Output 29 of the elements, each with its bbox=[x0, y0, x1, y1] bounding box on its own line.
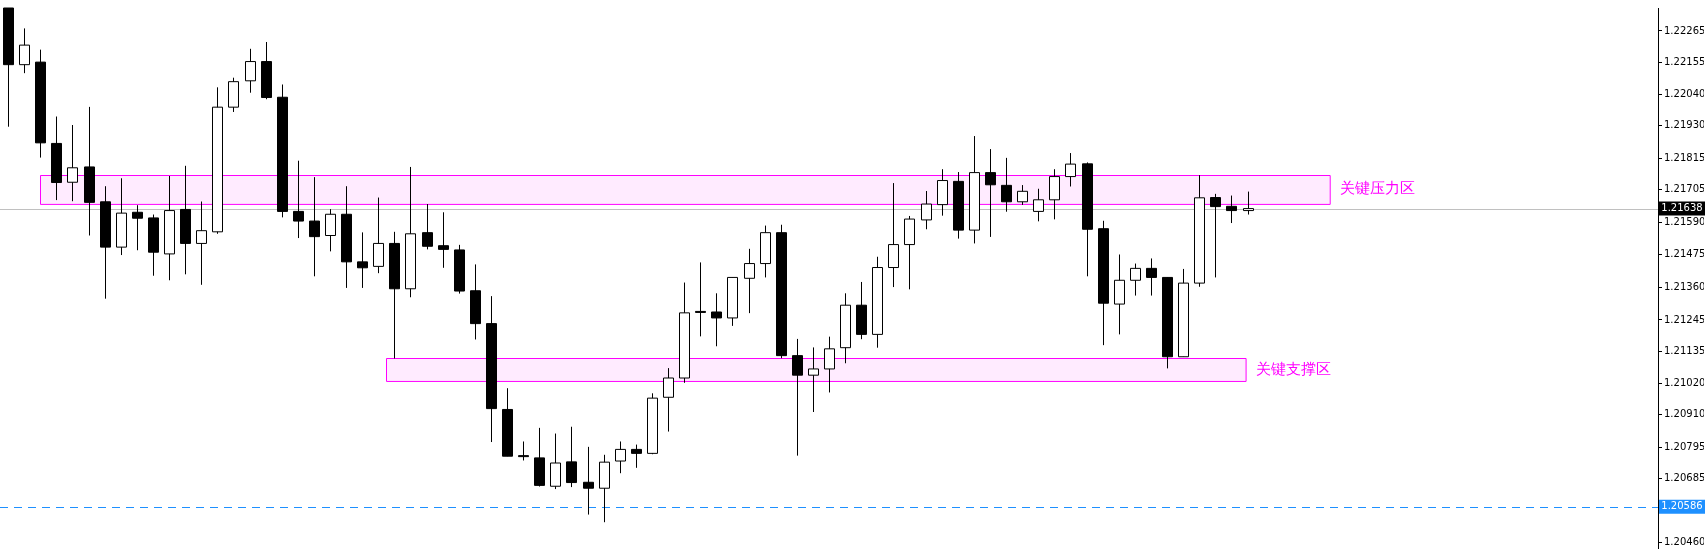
y-tick-label: 1.20910 bbox=[1664, 408, 1706, 420]
y-tick-label: 1.21815 bbox=[1664, 152, 1706, 164]
y-tick-label: 1.21705 bbox=[1664, 183, 1706, 195]
ref-line-label: 1.21638 bbox=[1661, 202, 1703, 214]
band-label: 关键压力区 bbox=[1339, 179, 1415, 198]
y-tick-label: 1.21135 bbox=[1664, 344, 1706, 356]
y-tick-label: 1.22265 bbox=[1664, 24, 1706, 36]
y-tick-label: 1.22155 bbox=[1664, 55, 1706, 67]
y-tick-label: 1.21245 bbox=[1664, 313, 1706, 325]
candlestick bbox=[196, 201, 207, 286]
candlestick bbox=[888, 182, 899, 288]
y-tick-label: 1.20685 bbox=[1664, 472, 1706, 484]
y-tick-label: 1.22040 bbox=[1664, 88, 1706, 100]
candlestick bbox=[67, 124, 78, 202]
candlestick bbox=[808, 346, 819, 413]
y-tick-label: 1.21930 bbox=[1664, 119, 1706, 131]
y-tick-label: 1.20460 bbox=[1664, 535, 1706, 547]
y-tick-label: 1.21360 bbox=[1664, 280, 1706, 292]
band-label: 关键支撑区 bbox=[1255, 359, 1331, 378]
candlestick bbox=[422, 203, 433, 250]
y-tick-label: 1.21475 bbox=[1664, 248, 1706, 260]
y-tick-label: 1.20795 bbox=[1664, 441, 1706, 453]
y-tick-label: 1.21020 bbox=[1664, 377, 1706, 389]
candlestick bbox=[792, 338, 803, 457]
candlestick bbox=[1033, 188, 1044, 222]
y-tick-label: 1.21590 bbox=[1664, 215, 1706, 227]
candlestick bbox=[744, 248, 755, 314]
candlestick bbox=[438, 211, 449, 269]
ref-line-label: 1.20586 bbox=[1661, 500, 1703, 512]
